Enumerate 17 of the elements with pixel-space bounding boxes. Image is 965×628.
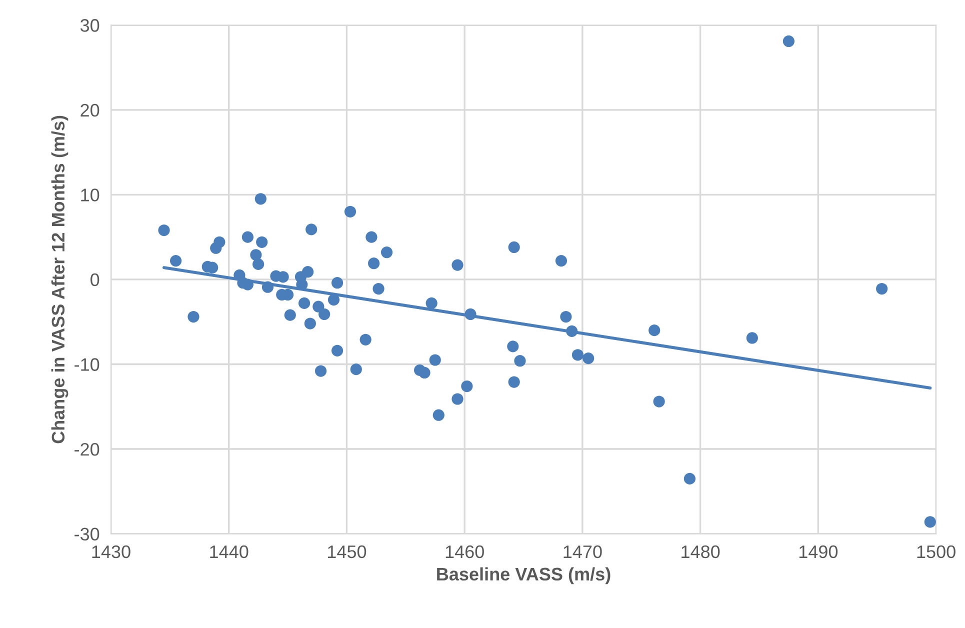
y-tick-label: 20	[80, 104, 100, 117]
x-tick-label: 1480	[682, 545, 720, 558]
x-tick-label: 1470	[564, 545, 602, 558]
y-tick-label: -10	[74, 358, 100, 371]
x-tick-label: 1430	[92, 545, 130, 558]
y-tick-label: 10	[81, 188, 100, 202]
x-tick-label: 1500	[917, 545, 956, 558]
x-tick-label: 1490	[799, 545, 838, 558]
y-tick-label: -20	[74, 442, 100, 456]
y-tick-label: 30	[80, 19, 100, 32]
y-tick-label: 0	[90, 273, 100, 286]
x-tick-label: 1450	[328, 545, 366, 558]
x-tick-label: 1460	[446, 545, 484, 558]
x-tick-label: 1440	[210, 545, 248, 558]
y-tick-label: -30	[74, 528, 100, 541]
y-axis-title: Change in VASS After 12 Months (m/s)	[51, 116, 68, 444]
x-axis-title: Baseline VASS (m/s)	[437, 567, 610, 584]
